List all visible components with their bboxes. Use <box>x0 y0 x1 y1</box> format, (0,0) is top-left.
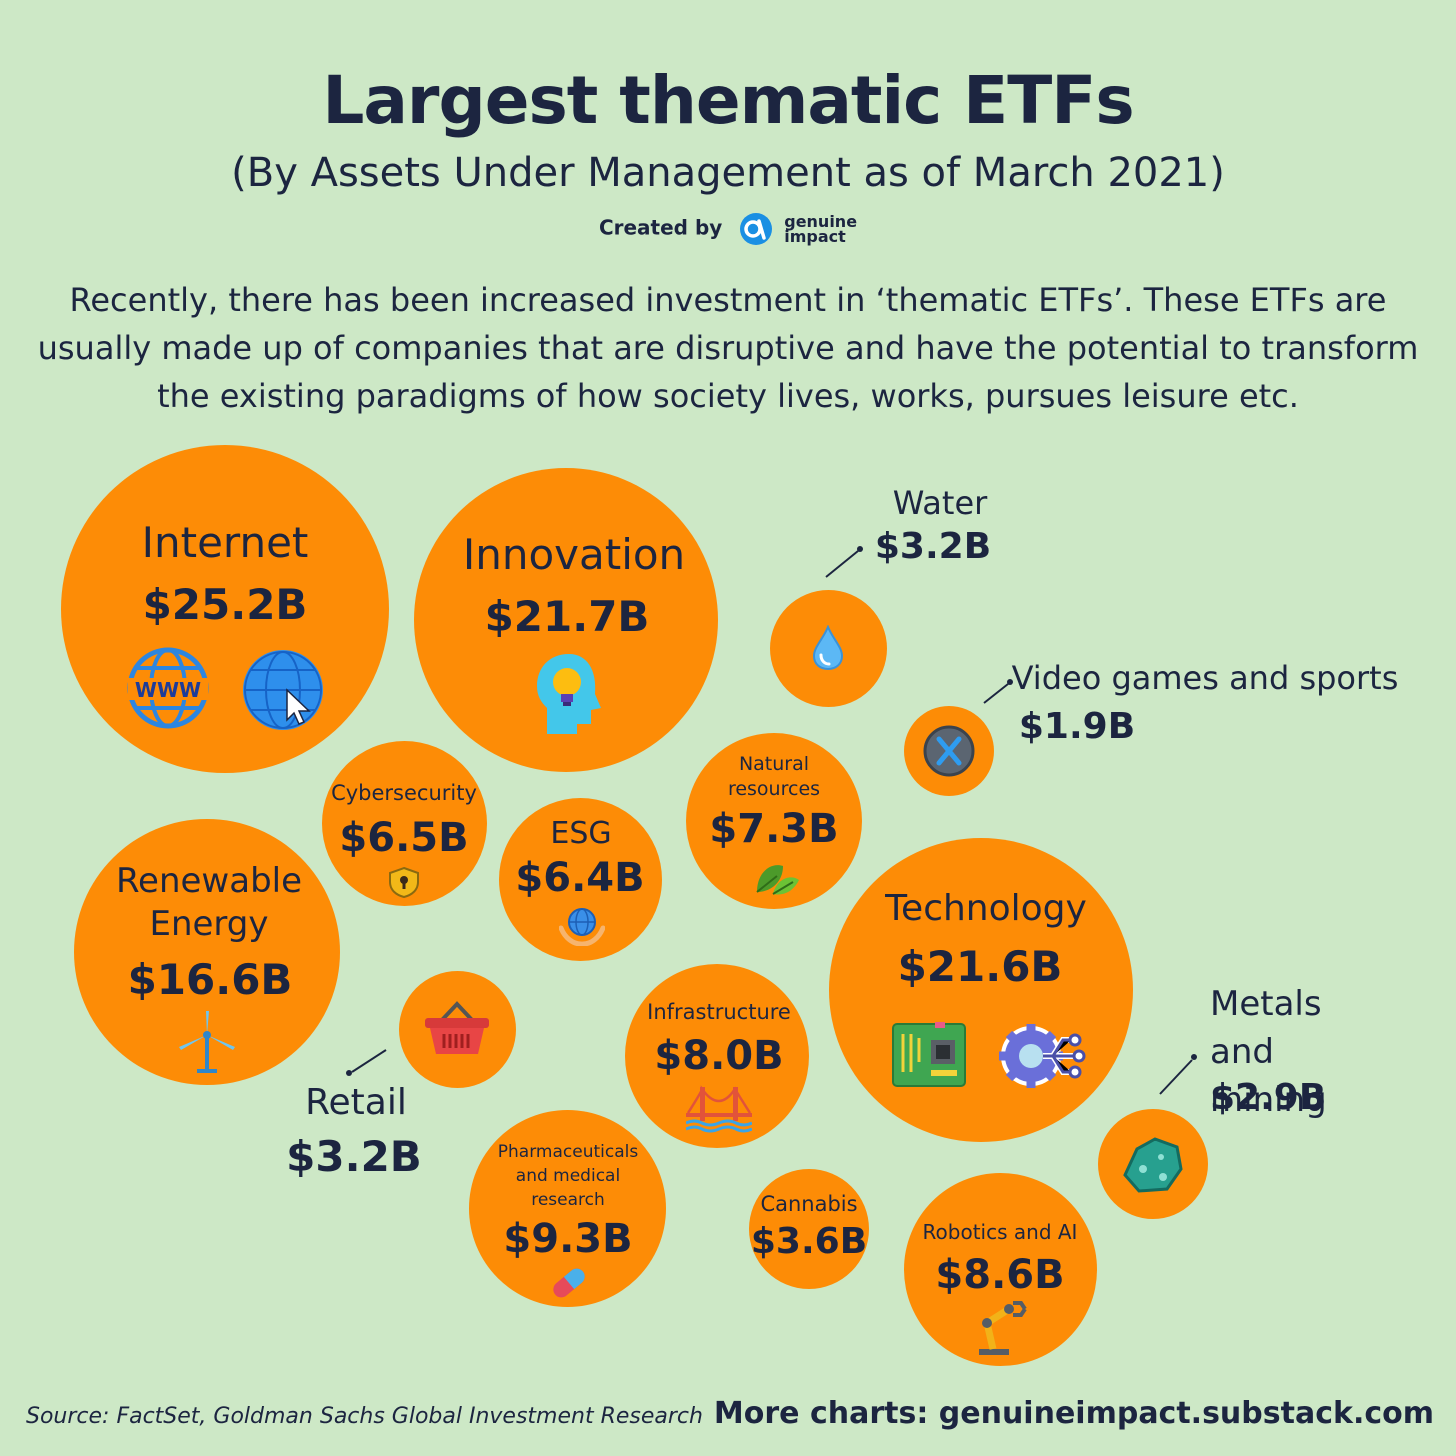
bridge-icon <box>686 1085 752 1133</box>
value-esg: $6.4B <box>515 855 645 901</box>
bubble-robotics-ai <box>904 1173 1097 1366</box>
brand-name: genuine impact <box>784 212 858 246</box>
value-pharmaceuticals: $9.3B <box>503 1216 633 1262</box>
intro-paragraph: Recently, there has been increased inves… <box>37 281 1419 415</box>
svg-text:WWW: WWW <box>135 678 201 702</box>
genuine-impact-logo <box>740 213 773 245</box>
credit-line: Created by genuine impact <box>0 212 1456 246</box>
leaves-icon <box>756 865 799 895</box>
value-water: $3.2B <box>874 526 992 567</box>
label-cybersecurity: Cybersecurity <box>331 781 477 805</box>
bubble-cannabis <box>749 1169 869 1289</box>
wind-turbine-icon <box>179 1011 235 1073</box>
label-infrastructure: Infrastructure <box>647 1000 791 1024</box>
hands-globe-icon <box>559 908 605 946</box>
value-cybersecurity: $6.5B <box>339 815 469 861</box>
label-pharmaceuticals: Pharmaceuticals and medical research <box>497 1142 639 1210</box>
globe-cursor-icon <box>243 650 323 730</box>
retail-leader-line <box>351 1049 387 1073</box>
label-water: Water <box>892 484 988 522</box>
label-cannabis: Cannabis <box>760 1192 858 1216</box>
label-esg: ESG <box>550 816 612 851</box>
label-video-games: Video games and sports <box>1011 659 1399 697</box>
value-technology: $21.6B <box>897 942 1063 991</box>
head-lightbulb-icon <box>537 654 601 734</box>
created-by-label: Created by <box>598 215 723 240</box>
source-note: Source: FactSet, Goldman Sachs Global In… <box>26 1404 703 1429</box>
gear-network-icon <box>999 1024 1086 1088</box>
value-internet: $25.2B <box>142 580 308 629</box>
label-technology: Technology <box>885 888 1087 929</box>
value-infrastructure: $8.0B <box>654 1033 784 1079</box>
circuit-board-icon <box>892 1022 966 1087</box>
shield-lock-icon <box>389 866 419 898</box>
value-video-games: $1.9B <box>1018 706 1136 747</box>
robot-arm-icon <box>979 1301 1027 1355</box>
label-innovation: Innovation <box>462 530 686 579</box>
more-charts-link[interactable]: More charts: genuineimpact.substack.com <box>713 1396 1434 1431</box>
ore-rock-icon <box>1123 1137 1183 1193</box>
bubble-technology <box>829 838 1133 1142</box>
water-leader-line <box>825 550 859 578</box>
video-games-leader-line <box>983 683 1009 704</box>
label-internet: Internet <box>141 518 309 567</box>
label-natural-resources: Natural resources <box>727 753 821 800</box>
bubble-internet <box>61 445 389 773</box>
value-natural-resources: $7.3B <box>709 806 839 852</box>
brand-line-2: impact <box>784 227 846 246</box>
label-renewable-energy: Renewable Energy <box>115 861 303 944</box>
value-cannabis: $3.6B <box>750 1221 868 1262</box>
label-retail: Retail <box>305 1082 407 1123</box>
value-retail: $3.2B <box>286 1132 422 1181</box>
label-metals-mining: Metals and mining <box>1210 984 1327 1120</box>
value-innovation: $21.7B <box>484 592 650 641</box>
value-robotics-ai: $8.6B <box>935 1252 1065 1298</box>
shopping-basket-icon <box>425 1001 489 1054</box>
bubble-infrastructure <box>625 964 809 1148</box>
game-button-icon <box>923 725 975 777</box>
chart-title: Largest thematic ETFs <box>322 62 1134 139</box>
brand-line-1: genuine <box>784 212 858 231</box>
value-metals-mining: $2.9B <box>1210 1077 1327 1118</box>
metals-leader-line <box>1159 1059 1193 1095</box>
value-renewable-energy: $16.6B <box>127 955 293 1004</box>
water-drop-icon <box>812 625 844 671</box>
www-globe-icon: WWW <box>127 647 209 729</box>
pill-icon <box>553 1268 585 1298</box>
chart-subtitle: (By Assets Under Management as of March … <box>231 150 1225 196</box>
label-robotics-ai: Robotics and AI <box>922 1220 1078 1244</box>
